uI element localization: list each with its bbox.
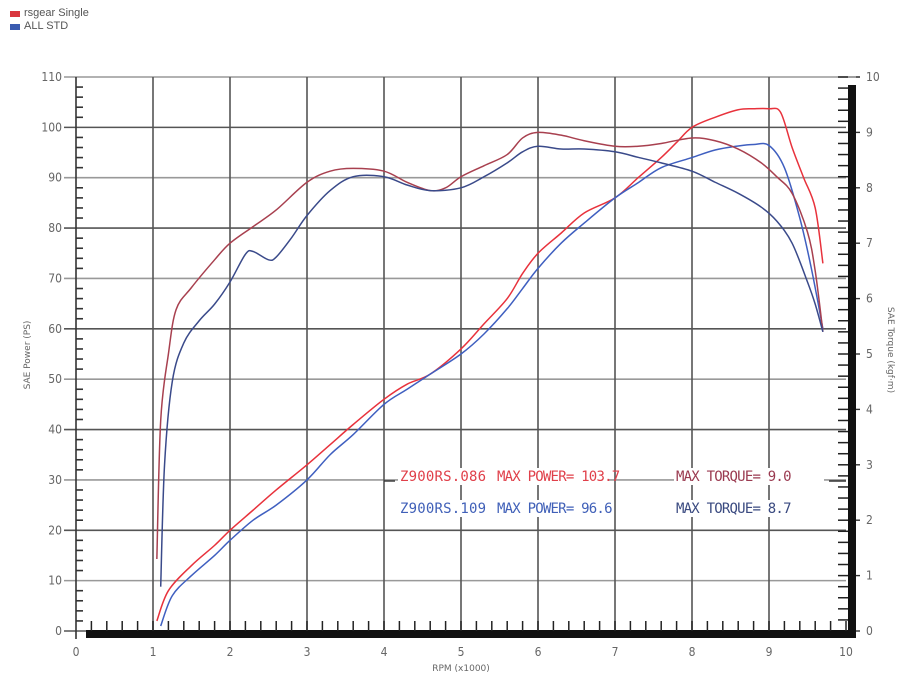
x-tick-label: 7: [612, 645, 619, 659]
annotation-run-id: Z900RS.086: [400, 469, 486, 485]
y-left-tick-label: 70: [48, 271, 62, 285]
y-left-tick-label: 50: [48, 372, 62, 386]
x-tick-label: 0: [73, 645, 80, 659]
y-axis-right-bar: [848, 85, 856, 638]
legend-swatch-blue: [10, 23, 20, 30]
y-right-tick-label: 3: [866, 458, 873, 472]
y-right-tick-label: 7: [866, 236, 873, 250]
x-tick-label: 1: [150, 645, 157, 659]
y-right-axis-title: SAE Torque (kgf·m): [885, 307, 895, 393]
legend-swatch-red: [10, 10, 20, 17]
y-left-tick-label: 20: [48, 523, 62, 537]
y-right-tick-label: 2: [866, 513, 873, 527]
y-left-tick-label: 10: [48, 574, 62, 588]
y-right-tick-label: 10: [866, 70, 880, 84]
y-left-axis-title: SAE Power (PS): [23, 321, 33, 390]
y-left-tick-label: 100: [41, 120, 62, 134]
annotations: Z900RS.086 MAX POWER= 103.7 MAX TORQUE= 9.…: [384, 468, 846, 517]
x-tick-label: 6: [535, 645, 542, 659]
x-tick-label: 10: [839, 645, 853, 659]
legend-label: rsgear Single: [24, 7, 89, 19]
axis-labels: 0 1 2 3 4 5 6 7 8 9 100102030405060708090100110012…: [23, 70, 895, 674]
series-line-2: [156, 131, 824, 560]
annotation-max-torque: MAX TORQUE= 9.0: [676, 469, 792, 485]
legend-item-rsgear: rsgear Single: [10, 7, 89, 20]
annotation-bg: [674, 500, 824, 517]
y-left-tick-label: 110: [41, 70, 62, 84]
y-right-tick-label: 9: [866, 125, 873, 139]
y-left-tick-label: 0: [55, 624, 62, 638]
y-left-tick-label: 90: [48, 171, 62, 185]
x-tick-label: 4: [381, 645, 388, 659]
y-right-tick-label: 1: [866, 569, 873, 583]
annotation-run-id: Z900RS.109: [400, 501, 486, 517]
annotation-bg: [674, 468, 824, 485]
x-tick-label: 5: [458, 645, 465, 659]
annotation-max-power: MAX POWER= 103.7: [497, 469, 620, 485]
legend-label: ALL STD: [24, 20, 69, 32]
y-right-tick-label: 4: [866, 402, 873, 416]
axes: [75, 76, 860, 639]
y-left-tick-label: 60: [48, 322, 62, 336]
x-tick-label: 8: [689, 645, 696, 659]
x-tick-label: 2: [227, 645, 234, 659]
y-left-tick-label: 40: [48, 423, 62, 437]
legend-item-std: ALL STD: [10, 20, 89, 33]
series-lines: [156, 107, 824, 627]
x-axis-title: RPM (x1000): [432, 664, 490, 674]
y-right-tick-label: 0: [866, 624, 873, 638]
y-right-tick-label: 8: [866, 181, 873, 195]
series-line-0: [156, 107, 824, 622]
annotation-max-power: MAX POWER= 96.6: [497, 501, 613, 517]
grid: [64, 76, 846, 632]
series-line-3: [159, 145, 824, 587]
series-line-1: [159, 142, 824, 627]
annotation-bg: [398, 500, 608, 517]
y-left-tick-label: 30: [48, 473, 62, 487]
y-right-tick-label: 6: [866, 292, 873, 306]
legend: rsgear Single ALL STD: [10, 7, 89, 33]
x-axis-bar: [86, 630, 855, 638]
y-left-tick-label: 80: [48, 221, 62, 235]
y-right-tick-label: 5: [866, 347, 873, 361]
annotation-max-torque: MAX TORQUE= 8.7: [676, 501, 792, 517]
x-tick-label: 9: [766, 645, 773, 659]
x-tick-label: 3: [304, 645, 311, 659]
annotation-bg: [398, 468, 608, 485]
